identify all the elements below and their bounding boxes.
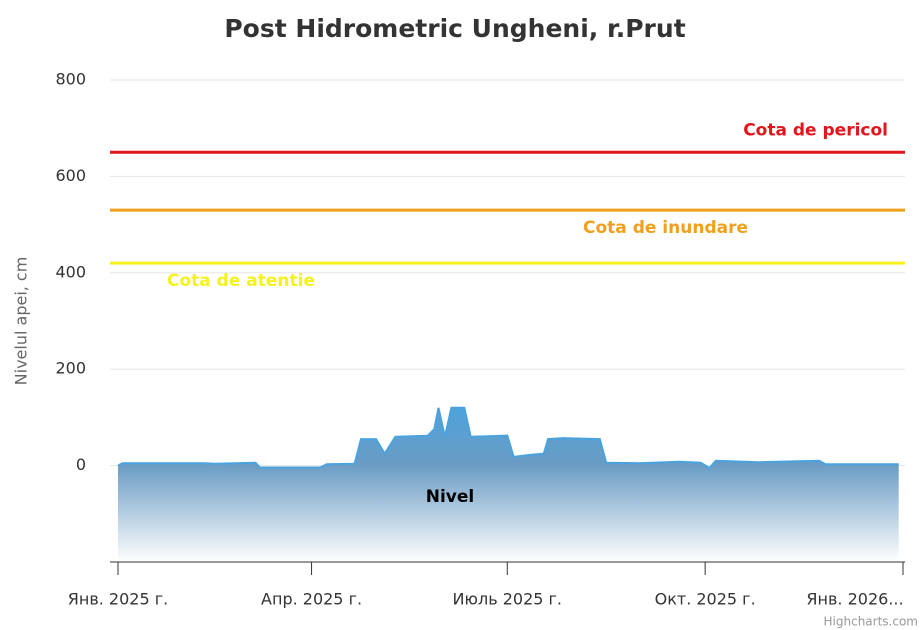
area-fill	[118, 407, 899, 562]
y-tick-label: 800	[55, 70, 86, 89]
plot-line-label: Cota de inundare	[583, 218, 748, 238]
y-tick-label: 200	[55, 359, 86, 378]
plot-line-label: Cota de pericol	[743, 120, 888, 140]
series-label: Nivel	[426, 487, 475, 507]
x-tick-label: Апр. 2025 г.	[261, 590, 362, 609]
area-line	[117, 406, 899, 470]
x-tick-label: Июль 2025 г.	[453, 590, 562, 609]
x-tick-label: Янв. 2026...	[806, 590, 903, 609]
plot-line-label: Cota de atentie	[167, 271, 315, 291]
x-tick-label: Окт. 2025 г.	[655, 590, 756, 609]
chart-title: Post Hidrometric Ungheni, r.Prut	[224, 14, 685, 43]
credits: Highcharts.com	[824, 615, 918, 629]
x-tick-label: Янв. 2025 г.	[68, 590, 168, 609]
y-tick-label: 0	[76, 455, 86, 474]
y-axis-title: Nivelul apei, cm	[12, 257, 31, 386]
y-tick-label: 600	[55, 166, 86, 185]
y-tick-label: 400	[55, 262, 86, 281]
